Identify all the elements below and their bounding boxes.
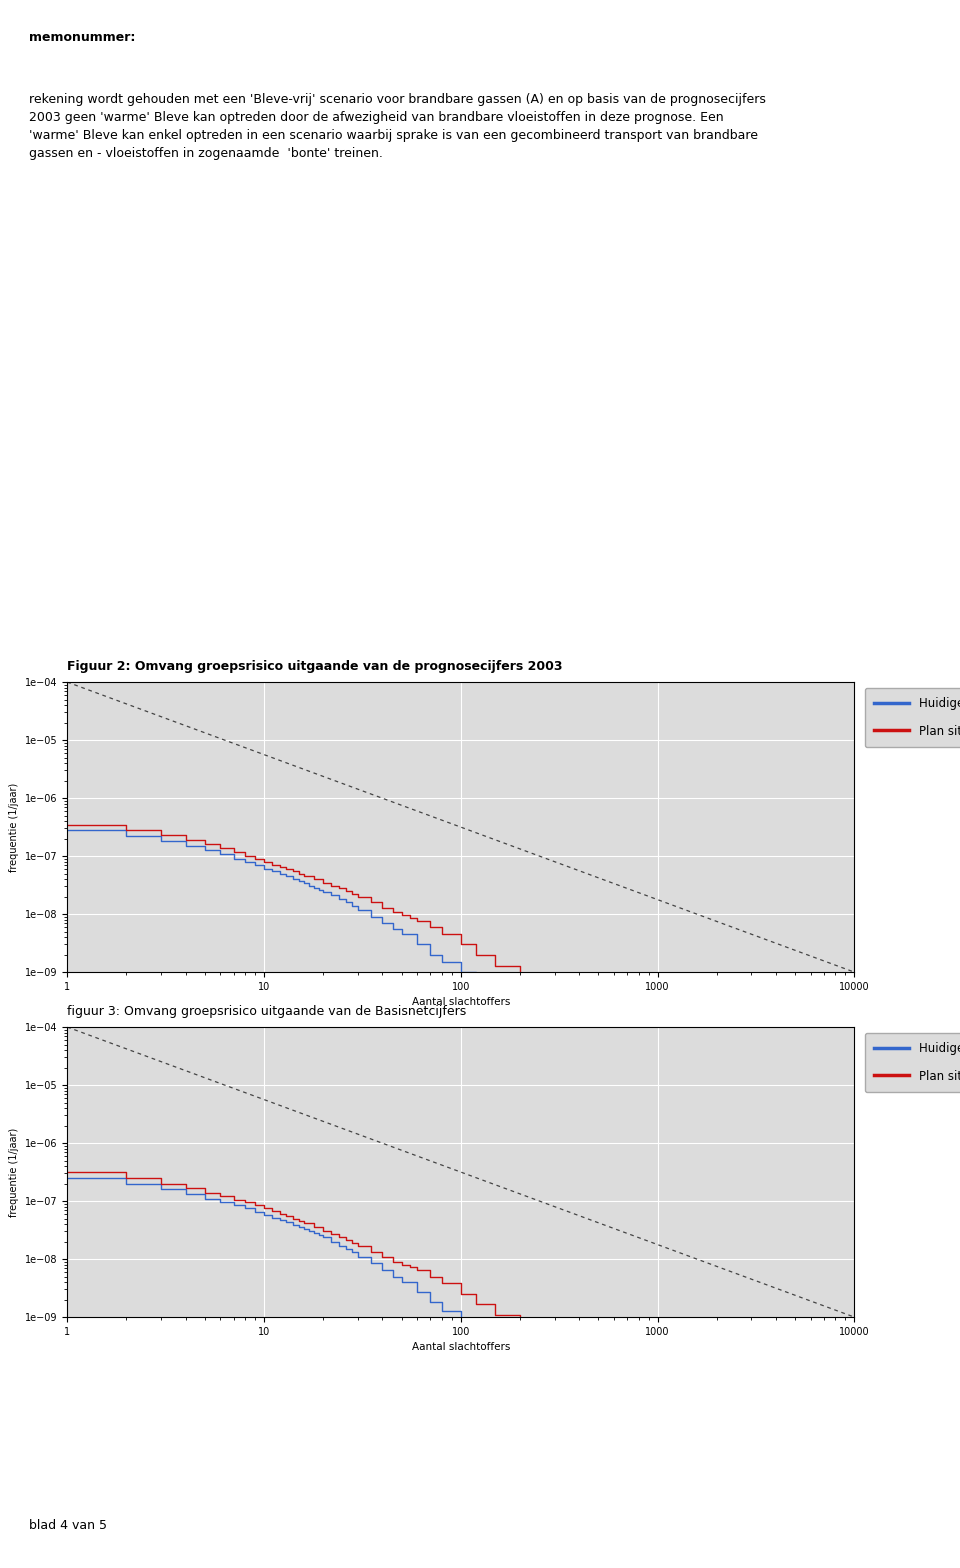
Legend: Huidige situatie, Plan situatie: Huidige situatie, Plan situatie — [865, 688, 960, 746]
X-axis label: Aantal slachtoffers: Aantal slachtoffers — [412, 997, 510, 1007]
Text: blad 4 van 5: blad 4 van 5 — [29, 1519, 107, 1532]
Text: rekening wordt gehouden met een 'Bleve-vrij' scenario voor brandbare gassen (A) : rekening wordt gehouden met een 'Bleve-v… — [29, 94, 766, 160]
Y-axis label: frequentie (1/jaar): frequentie (1/jaar) — [10, 782, 19, 872]
Legend: Huidige situatie, Plan situatie: Huidige situatie, Plan situatie — [865, 1033, 960, 1091]
Text: memonummer:: memonummer: — [29, 31, 135, 44]
Text: Figuur 2: Omvang groepsrisico uitgaande van de prognosecijfers 2003: Figuur 2: Omvang groepsrisico uitgaande … — [67, 660, 563, 673]
Text: figuur 3: Omvang groepsrisico uitgaande van de Basisnetcijfers: figuur 3: Omvang groepsrisico uitgaande … — [67, 1005, 467, 1018]
X-axis label: Aantal slachtoffers: Aantal slachtoffers — [412, 1342, 510, 1352]
Y-axis label: frequentie (1/jaar): frequentie (1/jaar) — [10, 1127, 19, 1217]
